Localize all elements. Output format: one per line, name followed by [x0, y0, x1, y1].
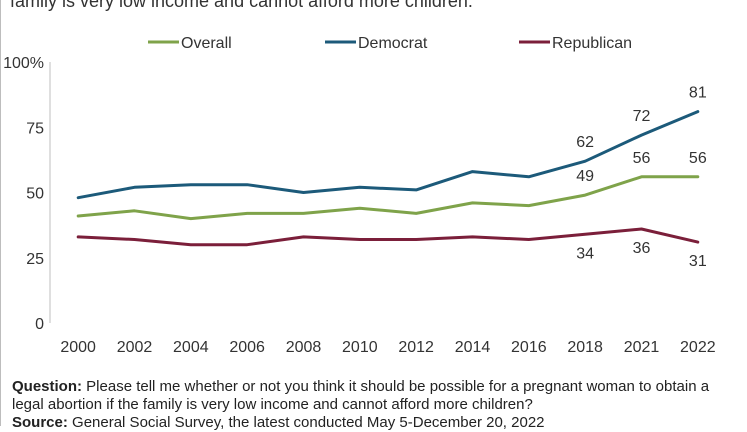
- data-label: 72: [633, 108, 651, 125]
- question-note: Question: Please tell me whether or not …: [12, 378, 737, 414]
- y-tick-label: 50: [26, 186, 44, 203]
- x-tick-label: 2010: [342, 339, 378, 356]
- source-text: General Social Survey, the latest conduc…: [67, 414, 545, 431]
- y-tick-label: 25: [26, 251, 44, 268]
- legend-label-republican: Republican: [552, 35, 632, 52]
- legend-label-overall: Overall: [181, 35, 232, 52]
- line-chart: 0 25 50 75 100% 2000 2002 2004 2006 2008 2010 2012 2…: [3, 35, 716, 356]
- x-tick-label: 2022: [680, 339, 716, 356]
- data-label: 36: [633, 240, 651, 257]
- data-label: 31: [689, 253, 707, 270]
- left-border: [0, 0, 1, 426]
- data-label: 62: [576, 134, 594, 151]
- source-label: Source:: [12, 414, 68, 431]
- x-tick-label: 2021: [624, 339, 660, 356]
- x-tick-label: 2014: [455, 339, 491, 356]
- series-line-republican: [76, 227, 700, 247]
- x-tick-label: 2002: [117, 339, 153, 356]
- x-tick-label: 2012: [398, 339, 434, 356]
- y-tick-label: 100%: [3, 55, 44, 72]
- legend-label-democrat: Democrat: [358, 35, 428, 52]
- chart-footer: Question: Please tell me whether or not …: [12, 378, 737, 432]
- data-label: 34: [576, 245, 594, 262]
- question-label: Question:: [12, 378, 82, 395]
- data-label: 81: [689, 85, 707, 102]
- series-line-overall: [76, 175, 700, 221]
- series-line-democrat: [76, 110, 700, 200]
- y-tick-label: 0: [35, 316, 44, 333]
- y-tick-label: 75: [26, 120, 44, 137]
- x-tick-label: 2018: [567, 339, 603, 356]
- data-label: 56: [633, 150, 651, 167]
- x-tick-label: 2008: [286, 339, 322, 356]
- data-label: 56: [689, 150, 707, 167]
- chart-title: family is very low income and cannot aff…: [10, 0, 473, 11]
- source-note: Source: General Social Survey, the lates…: [12, 414, 737, 432]
- x-tick-label: 2000: [60, 339, 96, 356]
- x-tick-label: 2006: [229, 339, 265, 356]
- x-tick-label: 2004: [173, 339, 209, 356]
- x-tick-label: 2016: [511, 339, 547, 356]
- data-label: 49: [576, 168, 594, 185]
- question-text: Please tell me whether or not you think …: [12, 378, 710, 413]
